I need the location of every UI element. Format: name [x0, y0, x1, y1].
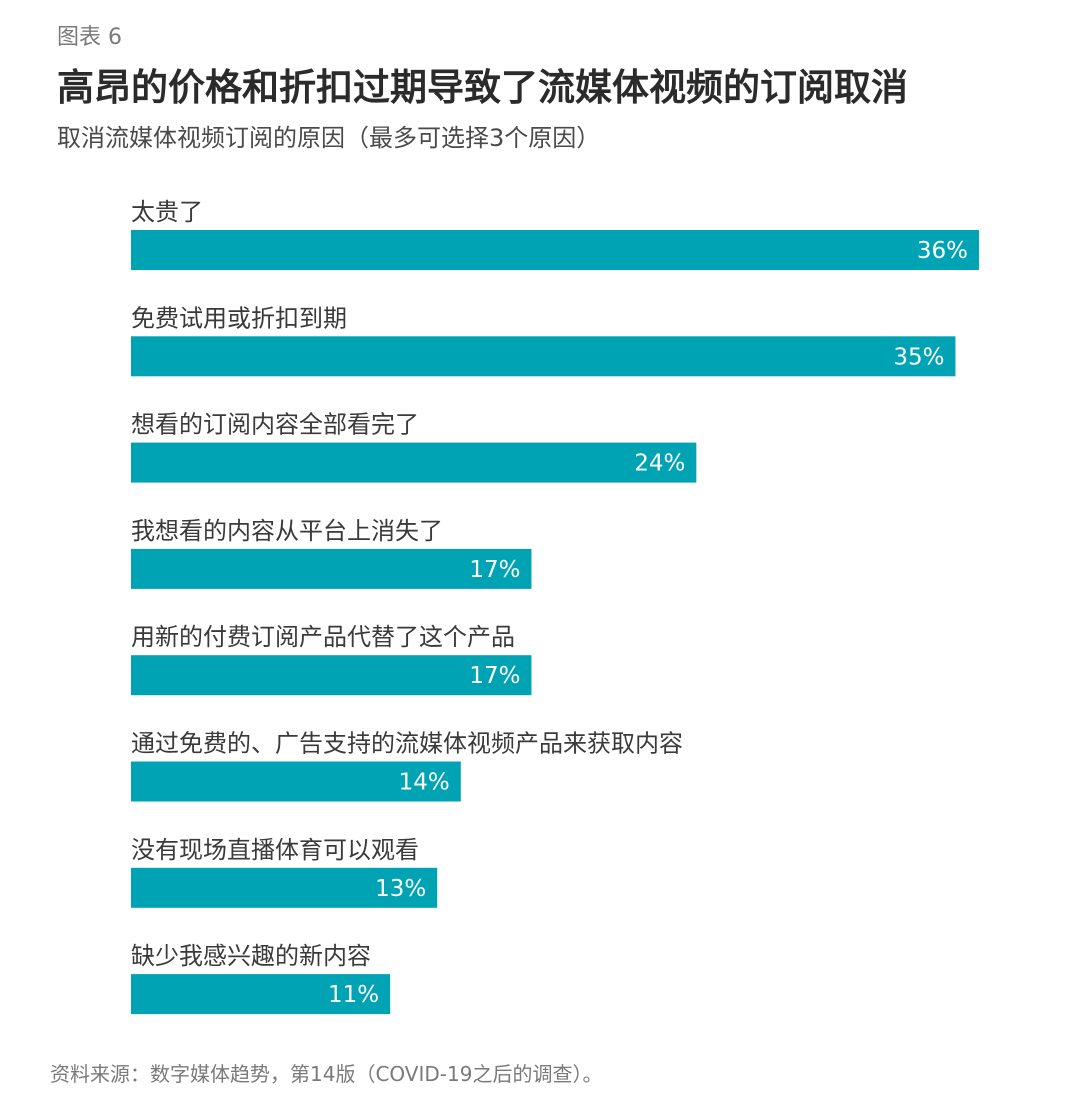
bar	[131, 761, 461, 802]
bar-chart: 太贵了 36% 免费试用或折扣到期 35% 想看的订阅内容全部看完了 24% 我想看的内容从…	[131, 198, 979, 1015]
source-note: 资料来源：数字媒体趋势，第14版（COVID-19之后的调查）。	[50, 1062, 603, 1086]
category-label: 没有现场直播体育可以观看	[131, 836, 419, 864]
category-label: 太贵了	[131, 198, 203, 226]
value-label: 35%	[893, 344, 944, 370]
category-label: 我想看的内容从平台上消失了	[131, 517, 443, 545]
bar	[131, 867, 438, 908]
bar	[131, 655, 532, 696]
bar	[131, 974, 391, 1015]
bar	[131, 548, 532, 589]
category-label: 通过免费的、广告支持的流媒体视频产品来获取内容	[131, 730, 683, 758]
category-label: 缺少我感兴趣的新内容	[131, 942, 371, 970]
value-label: 24%	[634, 451, 685, 477]
value-label: 17%	[469, 557, 520, 583]
category-label: 用新的付费订阅产品代替了这个产品	[131, 623, 515, 651]
value-label: 13%	[375, 876, 426, 902]
bar	[131, 442, 697, 483]
bar	[131, 230, 979, 270]
value-label: 11%	[328, 982, 379, 1008]
chart-subtitle: 取消流媒体视频订阅的原因（最多可选择3个原因）	[57, 124, 601, 152]
category-label: 想看的订阅内容全部看完了	[131, 411, 419, 439]
value-label: 17%	[469, 663, 520, 689]
chart-title: 高昂的价格和折扣过期导致了流媒体视频的订阅取消	[57, 66, 908, 109]
category-label: 免费试用或折扣到期	[131, 304, 347, 332]
value-label: 36%	[917, 238, 968, 264]
bar	[131, 336, 956, 377]
value-label: 14%	[399, 770, 450, 796]
figure-label: 图表 6	[57, 25, 122, 50]
